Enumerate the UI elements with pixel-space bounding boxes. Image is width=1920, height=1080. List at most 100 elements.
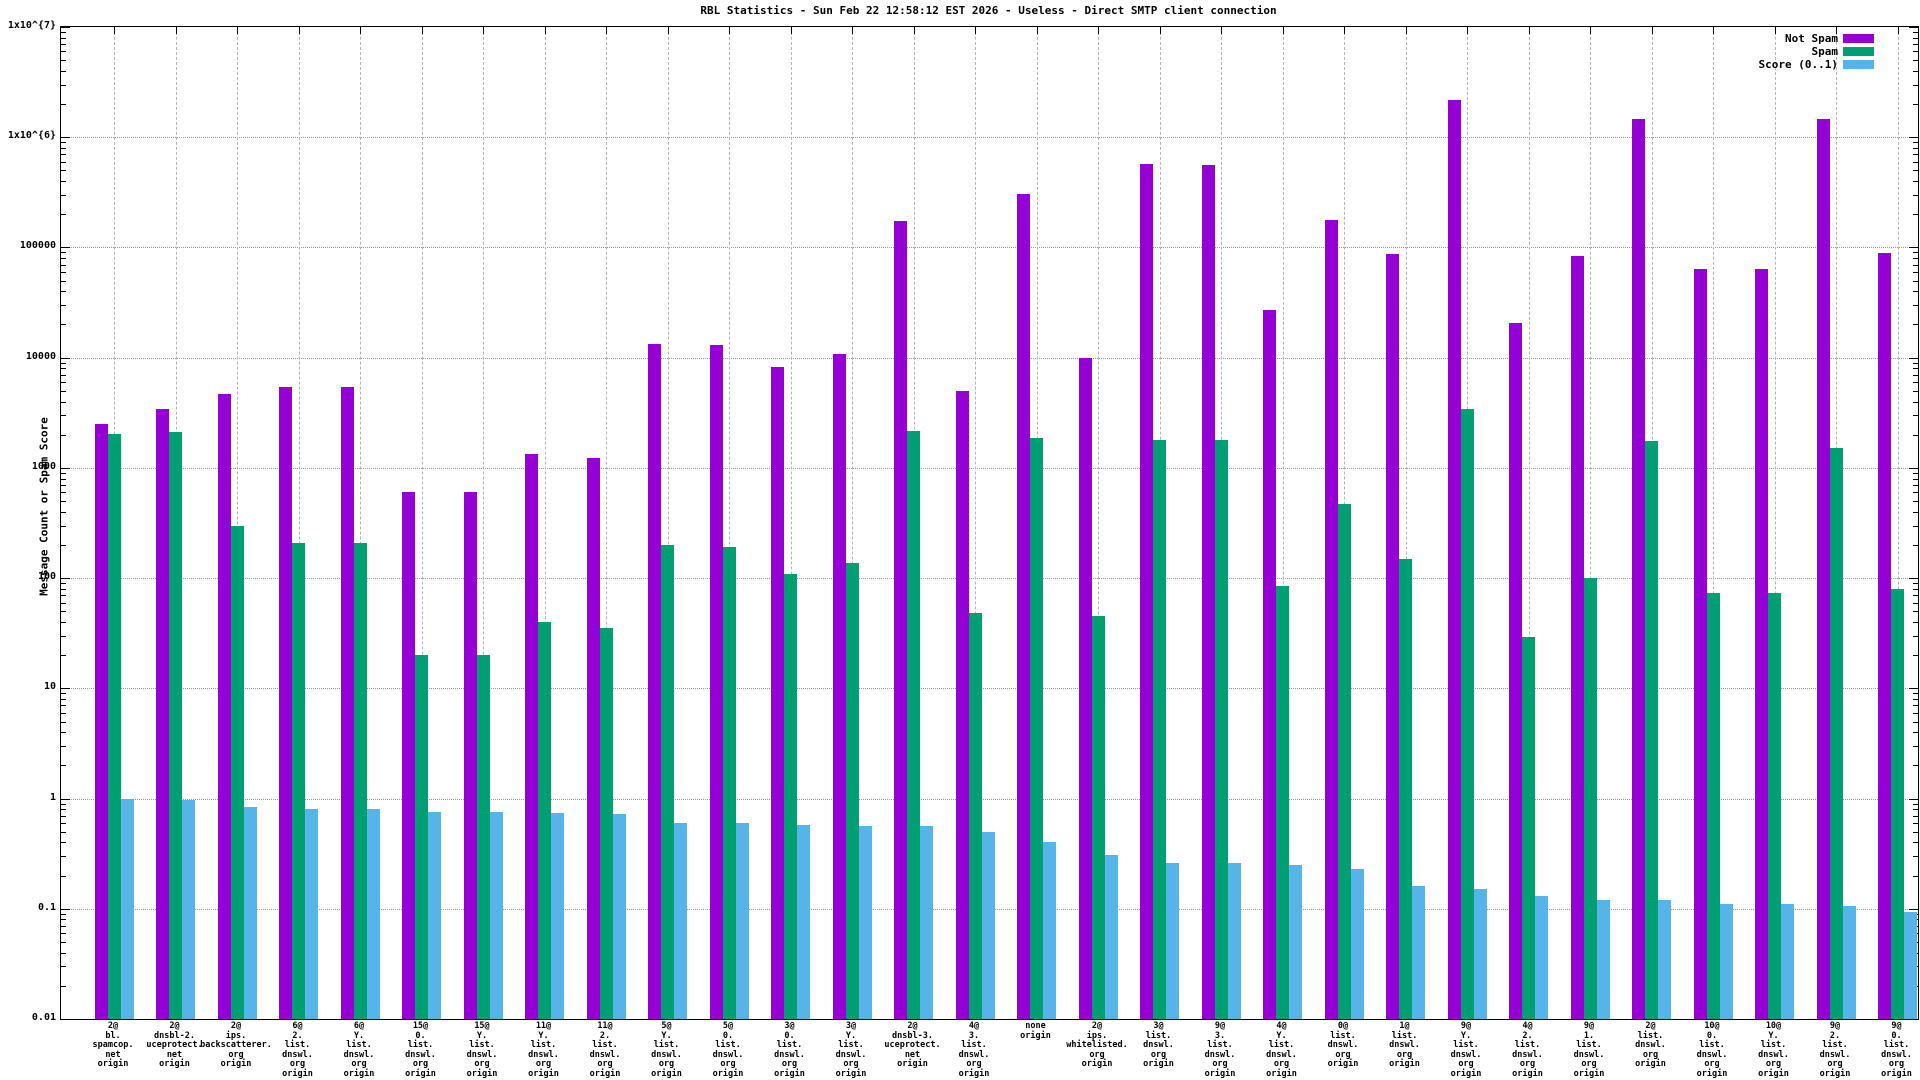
x-border-tick	[114, 27, 115, 34]
x-tick-label: 9@ 0. list. dnswl. org origin	[1881, 1021, 1912, 1079]
y-major-tick	[1909, 247, 1918, 249]
v-gridline	[360, 27, 361, 1019]
bar-score-0-1-	[981, 831, 995, 1019]
y-minor-tick	[61, 147, 66, 149]
x-border-tick	[1651, 27, 1653, 34]
y-minor-tick	[61, 368, 66, 370]
y-minor-tick	[1913, 252, 1918, 254]
y-minor-tick	[61, 803, 66, 805]
bar-not-spam	[894, 220, 907, 1019]
y-major-tick	[1909, 467, 1918, 469]
y-minor-tick	[1913, 104, 1918, 106]
y-minor-tick	[61, 544, 66, 546]
x-tick-label: 5@ 0. list. dnswl. org origin	[712, 1021, 744, 1079]
x-tick-label: 2@ dnsbl-2. uceprotect. net origin	[146, 1021, 203, 1069]
y-major-tick	[61, 467, 70, 469]
bar-spam	[599, 628, 613, 1019]
y-minor-tick	[61, 635, 66, 637]
bar-spam	[1522, 637, 1535, 1019]
bar-spam	[1645, 440, 1658, 1019]
legend-swatch-spam	[1843, 47, 1874, 56]
y-minor-tick	[61, 925, 66, 927]
y-major-tick	[61, 1019, 70, 1020]
v-gridline	[790, 27, 792, 1019]
bar-spam	[1091, 616, 1105, 1019]
bar-not-spam	[1878, 253, 1891, 1019]
y-minor-tick	[61, 655, 66, 657]
x-tick-label: 3@ list. dnswl. org origin	[1143, 1021, 1174, 1069]
x-tick-label: 9@ 1. list. dnswl. org origin	[1573, 1021, 1605, 1079]
y-axis-label: Message Count or Spam Score	[37, 417, 51, 596]
y-minor-tick	[61, 815, 66, 817]
y-minor-tick	[1913, 635, 1918, 637]
bar-score-0-1-	[1535, 896, 1548, 1019]
y-minor-tick	[61, 732, 66, 734]
bar-score-0-1-	[1166, 863, 1179, 1019]
bar-score-0-1-	[1781, 904, 1794, 1019]
bar-not-spam	[217, 393, 231, 1019]
bar-spam	[784, 573, 797, 1019]
y-minor-tick	[61, 705, 66, 707]
bar-not-spam	[1693, 268, 1707, 1019]
x-border-tick	[298, 27, 300, 34]
bar-score-0-1-	[735, 823, 749, 1019]
y-minor-tick	[1913, 374, 1918, 376]
y-minor-tick	[61, 170, 66, 172]
bar-spam	[292, 542, 305, 1019]
bar-spam	[230, 526, 244, 1019]
y-minor-tick	[1913, 831, 1918, 833]
v-gridline	[298, 27, 300, 1019]
bar-not-spam	[1201, 164, 1215, 1019]
y-minor-tick	[1913, 809, 1918, 811]
bar-not-spam	[771, 367, 784, 1019]
y-minor-tick	[61, 37, 66, 39]
h-gridline	[61, 247, 1918, 249]
y-minor-tick	[1913, 60, 1918, 62]
y-minor-tick	[61, 181, 66, 183]
v-gridline	[1405, 27, 1407, 1019]
y-minor-tick	[61, 44, 66, 46]
y-minor-tick	[1913, 305, 1918, 307]
y-minor-tick	[61, 913, 66, 915]
x-tick-label: 2@ bl. spamcop. net origin	[92, 1021, 134, 1069]
x-tick-label: 11@ 2. list. dnswl. org origin	[589, 1021, 621, 1079]
x-border-tick	[175, 27, 177, 34]
v-gridline	[421, 27, 423, 1019]
y-minor-tick	[1913, 705, 1918, 707]
x-border-tick	[913, 27, 915, 34]
y-minor-tick	[1913, 544, 1918, 546]
x-tick-label: 4@ Y. list. dnswl. org origin	[1266, 1021, 1297, 1079]
bar-not-spam	[340, 387, 354, 1019]
bar-score-0-1-	[920, 826, 933, 1019]
x-border-tick	[1036, 27, 1038, 34]
bar-spam	[1276, 586, 1289, 1019]
y-minor-tick	[1913, 492, 1918, 494]
y-minor-tick	[61, 271, 66, 273]
bar-not-spam	[156, 409, 169, 1019]
y-major-tick	[61, 247, 70, 249]
h-gridline	[61, 578, 1918, 580]
y-minor-tick	[1913, 258, 1918, 260]
bar-score-0-1-	[612, 813, 626, 1019]
y-minor-tick	[61, 374, 66, 376]
y-minor-tick	[61, 621, 66, 623]
y-major-tick	[1909, 137, 1918, 139]
y-minor-tick	[61, 941, 66, 943]
y-minor-tick	[1913, 324, 1918, 326]
x-tick-label: 2@ list. dnswl. org origin	[1635, 1021, 1666, 1069]
y-major-tick	[61, 357, 70, 359]
x-border-tick	[1774, 27, 1776, 34]
x-tick-label: none origin	[1020, 1021, 1051, 1041]
bar-spam	[1460, 409, 1474, 1019]
bar-score-0-1-	[120, 798, 134, 1019]
x-border-tick	[852, 27, 853, 34]
y-minor-tick	[1913, 84, 1918, 86]
y-minor-tick	[61, 842, 66, 844]
y-minor-tick	[1913, 875, 1918, 877]
h-gridline	[61, 357, 1918, 359]
x-border-tick	[1897, 27, 1899, 34]
y-tick-label: 1	[49, 791, 56, 803]
y-minor-tick	[1913, 147, 1918, 149]
y-major-tick	[61, 27, 70, 28]
v-gridline	[237, 27, 238, 1019]
